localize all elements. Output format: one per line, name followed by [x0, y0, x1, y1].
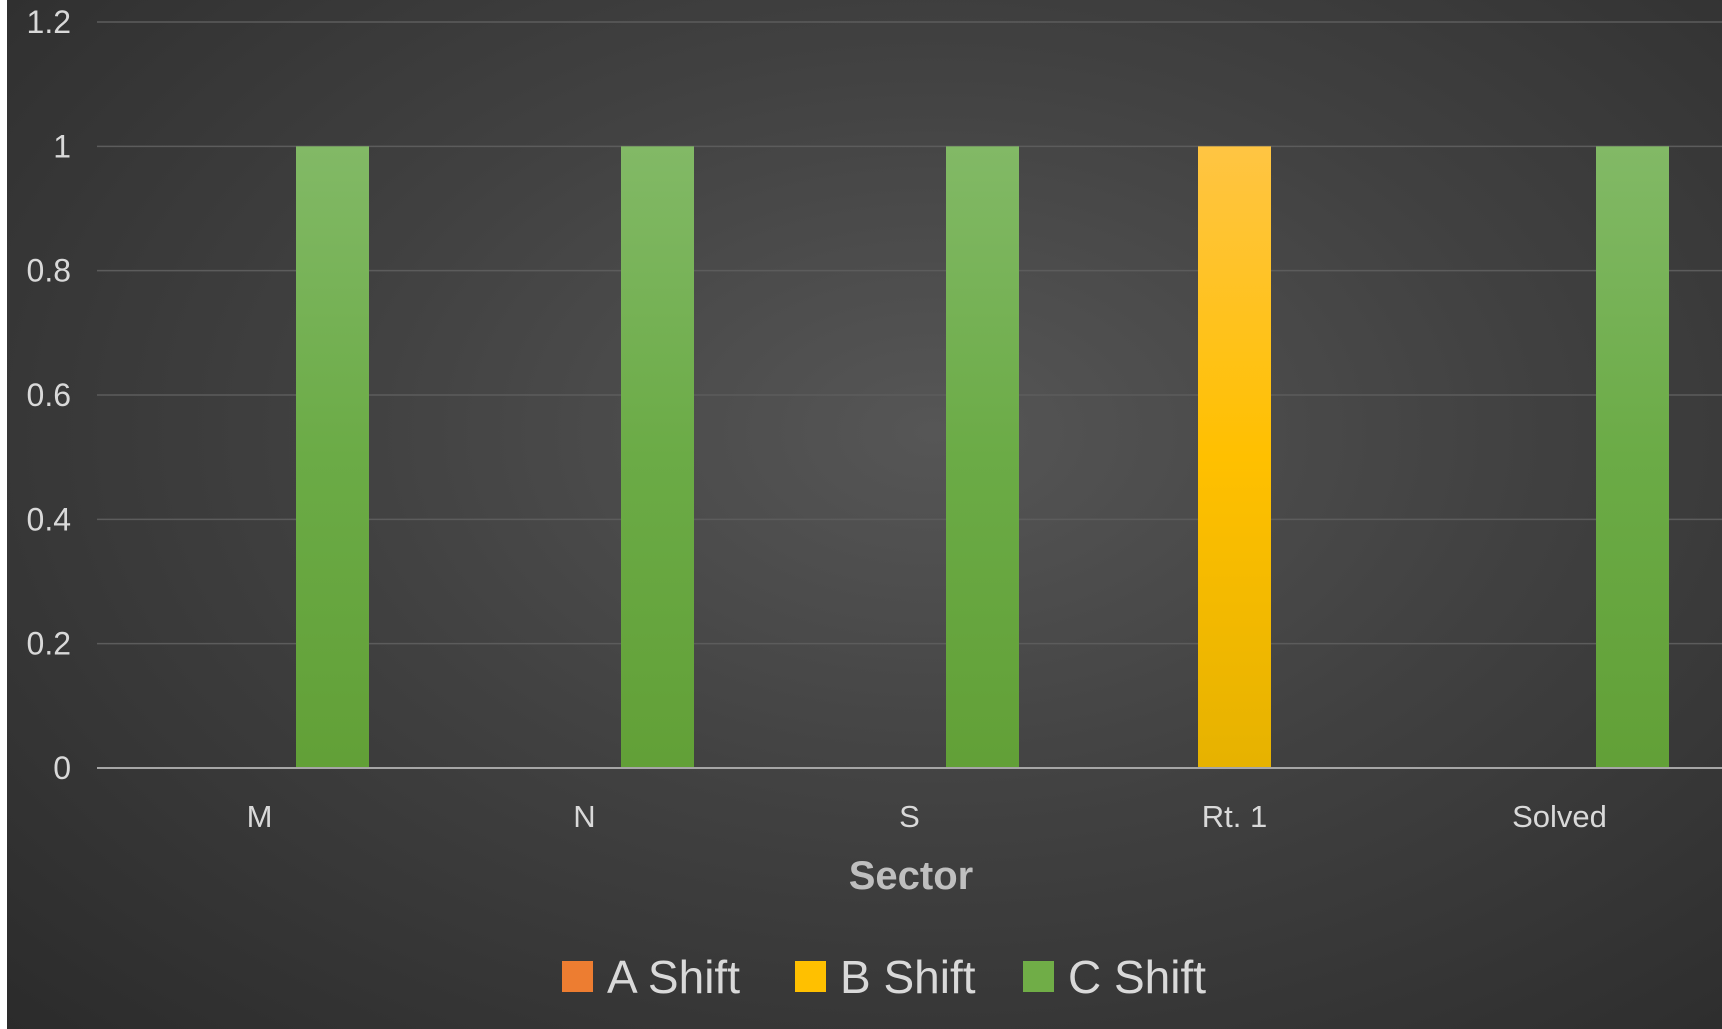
legend-label-c-shift: C Shift	[1068, 951, 1206, 1003]
y-tick-label: 0	[53, 750, 71, 786]
legend-label-b-shift: B Shift	[840, 951, 976, 1003]
x-axis-title: Sector	[849, 854, 974, 898]
legend-swatch-a-shift	[562, 961, 593, 992]
y-axis-tick-labels: 0 0.2 0.4 0.6 0.8 1 1.2	[27, 4, 71, 786]
y-tick-label: 0.4	[27, 501, 71, 537]
bar-c-shift-s	[946, 146, 1019, 769]
x-category-label: S	[899, 799, 920, 834]
y-tick-label: 0.6	[27, 377, 71, 413]
bar-chart: 00.20.40.60.811.2 M N S Rt. 1 Solved Sector …	[27, 4, 1722, 1003]
chart-area: 0 0.2 0.4 0.6 0.8 1 1.2 M N S Rt. 1 Solved Sector …	[7, 0, 1722, 1029]
x-axis-category-labels: M N S Rt. 1 Solved	[247, 799, 1607, 834]
bars	[296, 146, 1669, 769]
y-tick-label: 0.8	[27, 253, 71, 289]
legend-swatch-b-shift	[795, 961, 826, 992]
x-category-label: Solved	[1512, 799, 1607, 834]
bar-c-shift-solved	[1596, 146, 1669, 769]
y-tick-label: 1	[53, 128, 71, 164]
bar-b-shift-rt-1	[1198, 146, 1271, 769]
legend: A Shift B Shift C Shift	[562, 951, 1206, 1003]
x-category-label: N	[573, 799, 595, 834]
legend-label-a-shift: A Shift	[607, 951, 740, 1003]
bar-c-shift-n	[621, 146, 694, 769]
x-category-label: M	[247, 799, 273, 834]
legend-swatch-c-shift	[1023, 961, 1054, 992]
y-tick-label: 0.2	[27, 626, 71, 662]
x-category-label: Rt. 1	[1202, 799, 1267, 834]
bar-c-shift-m	[296, 146, 369, 769]
y-tick-label: 1.2	[27, 4, 71, 40]
